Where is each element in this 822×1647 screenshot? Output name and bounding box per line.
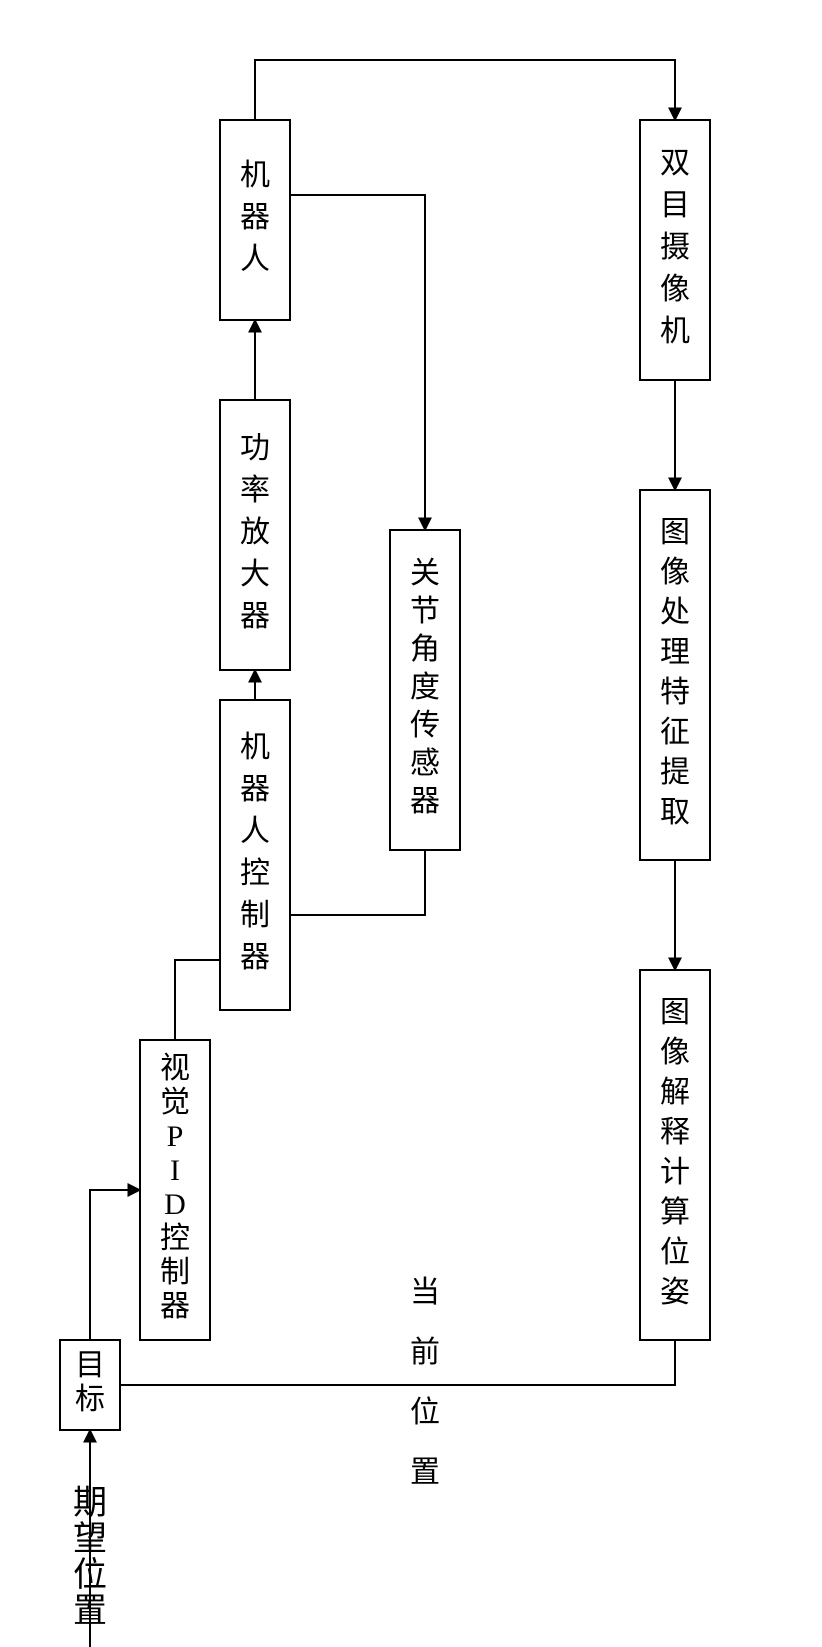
label-vpid: 视觉PID控制器 bbox=[160, 1052, 190, 1323]
label-robot: 机器人 bbox=[240, 159, 270, 276]
label-img_feat-char-5: 征 bbox=[660, 716, 690, 749]
label-robot_ctrl-char-4: 制 bbox=[240, 899, 270, 932]
edge-img_pose-to-target bbox=[90, 1340, 675, 1430]
label-joint_sensor-char-2: 角 bbox=[410, 633, 440, 666]
edge-joint_sensor-to-robot_ctrl bbox=[275, 850, 425, 1010]
label-joint_sensor-char-3: 度 bbox=[410, 671, 440, 704]
label-robot-char-0: 机 bbox=[240, 159, 270, 192]
label-img_pose-char-7: 姿 bbox=[660, 1276, 690, 1309]
label-vpid-char-4: D bbox=[164, 1188, 186, 1221]
node-vpid: 视觉PID控制器 bbox=[140, 1040, 210, 1340]
label-joint_sensor: 关节角度传感器 bbox=[410, 557, 440, 818]
node-img_pose: 图像解释计算位姿 bbox=[640, 970, 710, 1340]
edge-target-to-vpid bbox=[90, 1190, 140, 1340]
label-img_feat-char-3: 理 bbox=[660, 636, 690, 669]
label-vpid-char-0: 视 bbox=[160, 1052, 190, 1085]
label-vpid-char-3: I bbox=[170, 1154, 180, 1187]
label-robot-char-2: 人 bbox=[240, 243, 270, 276]
label-input_label-char-1: 望 bbox=[73, 1521, 107, 1558]
label-img_pose-char-1: 像 bbox=[660, 1036, 690, 1069]
label-bicam-char-2: 摄 bbox=[660, 231, 690, 264]
label-img_pose-char-5: 算 bbox=[660, 1196, 690, 1229]
label-img_feat-char-4: 特 bbox=[660, 676, 690, 709]
label-img_pose-char-6: 位 bbox=[660, 1236, 690, 1269]
label-vpid-char-6: 制 bbox=[160, 1256, 190, 1289]
label-input_label-char-0: 期 bbox=[73, 1485, 107, 1522]
label-img_pose-char-0: 图 bbox=[660, 996, 690, 1029]
edges-layer bbox=[90, 60, 675, 1647]
label-bicam-char-0: 双 bbox=[660, 147, 690, 180]
label-vpid-char-2: P bbox=[167, 1120, 184, 1153]
label-img_pose-char-3: 释 bbox=[660, 1116, 690, 1149]
node-img_feat: 图像处理特征提取 bbox=[640, 490, 710, 860]
label-vpid-char-5: 控 bbox=[160, 1222, 190, 1255]
label-cur_pos_label-char-2: 位 bbox=[410, 1396, 440, 1429]
label-img_pose-char-2: 解 bbox=[660, 1076, 690, 1109]
label-power_amp-char-2: 放 bbox=[240, 516, 270, 549]
label-bicam-char-4: 机 bbox=[660, 315, 690, 348]
label-power_amp: 功率放大器 bbox=[240, 432, 270, 633]
label-vpid-char-7: 器 bbox=[160, 1290, 190, 1323]
label-cur_pos_label-char-0: 当 bbox=[410, 1276, 440, 1309]
label-img_pose-char-4: 计 bbox=[660, 1156, 690, 1189]
label-power_amp-char-3: 大 bbox=[240, 558, 270, 591]
label-input_label: 期望位置 bbox=[73, 1485, 107, 1630]
node-bicam: 双目摄像机 bbox=[640, 120, 710, 380]
label-cur_pos_label: 当前位置 bbox=[410, 1276, 440, 1489]
edge-robot-to-joint_sensor bbox=[290, 195, 425, 530]
label-bicam-char-1: 目 bbox=[660, 189, 690, 222]
label-target-char-1: 标 bbox=[75, 1383, 105, 1416]
label-power_amp-char-1: 率 bbox=[240, 474, 270, 507]
edge-robot-to-bicam bbox=[255, 60, 675, 120]
label-power_amp-char-0: 功 bbox=[240, 432, 270, 465]
node-robot_ctrl: 机器人控制器 bbox=[220, 700, 290, 1010]
node-robot: 机器人 bbox=[220, 120, 290, 320]
node-target: 目标 bbox=[60, 1340, 120, 1430]
label-joint_sensor-char-6: 器 bbox=[410, 785, 440, 818]
label-robot_ctrl-char-5: 器 bbox=[240, 941, 270, 974]
label-img_feat-char-1: 像 bbox=[660, 556, 690, 589]
label-img_feat-char-6: 提 bbox=[660, 756, 690, 789]
label-img_feat-char-2: 处 bbox=[660, 596, 690, 629]
label-joint_sensor-char-5: 感 bbox=[410, 747, 440, 780]
node-joint_sensor: 关节角度传感器 bbox=[390, 530, 460, 850]
label-target-char-0: 目 bbox=[75, 1349, 105, 1382]
label-input_label-char-2: 位 bbox=[73, 1556, 107, 1594]
label-robot_ctrl-char-0: 机 bbox=[240, 731, 270, 764]
label-vpid-char-1: 觉 bbox=[160, 1086, 190, 1119]
label-joint_sensor-char-4: 传 bbox=[410, 709, 440, 742]
label-input_label-char-3: 置 bbox=[73, 1593, 107, 1630]
label-power_amp-char-4: 器 bbox=[240, 600, 270, 633]
label-img_feat-char-0: 图 bbox=[660, 516, 690, 549]
label-robot_ctrl-char-3: 控 bbox=[240, 857, 270, 890]
label-bicam-char-3: 像 bbox=[660, 273, 690, 306]
label-img_feat-char-7: 取 bbox=[660, 796, 690, 829]
label-joint_sensor-char-0: 关 bbox=[410, 557, 440, 590]
nodes-layer: 期望位置目标视觉PID控制器机器人控制器功率放大器机器人关节角度传感器双目摄像机… bbox=[60, 120, 710, 1630]
label-robot_ctrl-char-2: 人 bbox=[240, 815, 270, 848]
label-cur_pos_label-char-1: 前 bbox=[410, 1336, 440, 1369]
label-cur_pos_label-char-3: 置 bbox=[410, 1456, 440, 1489]
label-target: 目标 bbox=[75, 1349, 105, 1416]
node-power_amp: 功率放大器 bbox=[220, 400, 290, 670]
label-bicam: 双目摄像机 bbox=[660, 147, 690, 348]
label-robot-char-1: 器 bbox=[240, 201, 270, 234]
label-joint_sensor-char-1: 节 bbox=[410, 595, 440, 628]
label-robot_ctrl-char-1: 器 bbox=[240, 773, 270, 806]
